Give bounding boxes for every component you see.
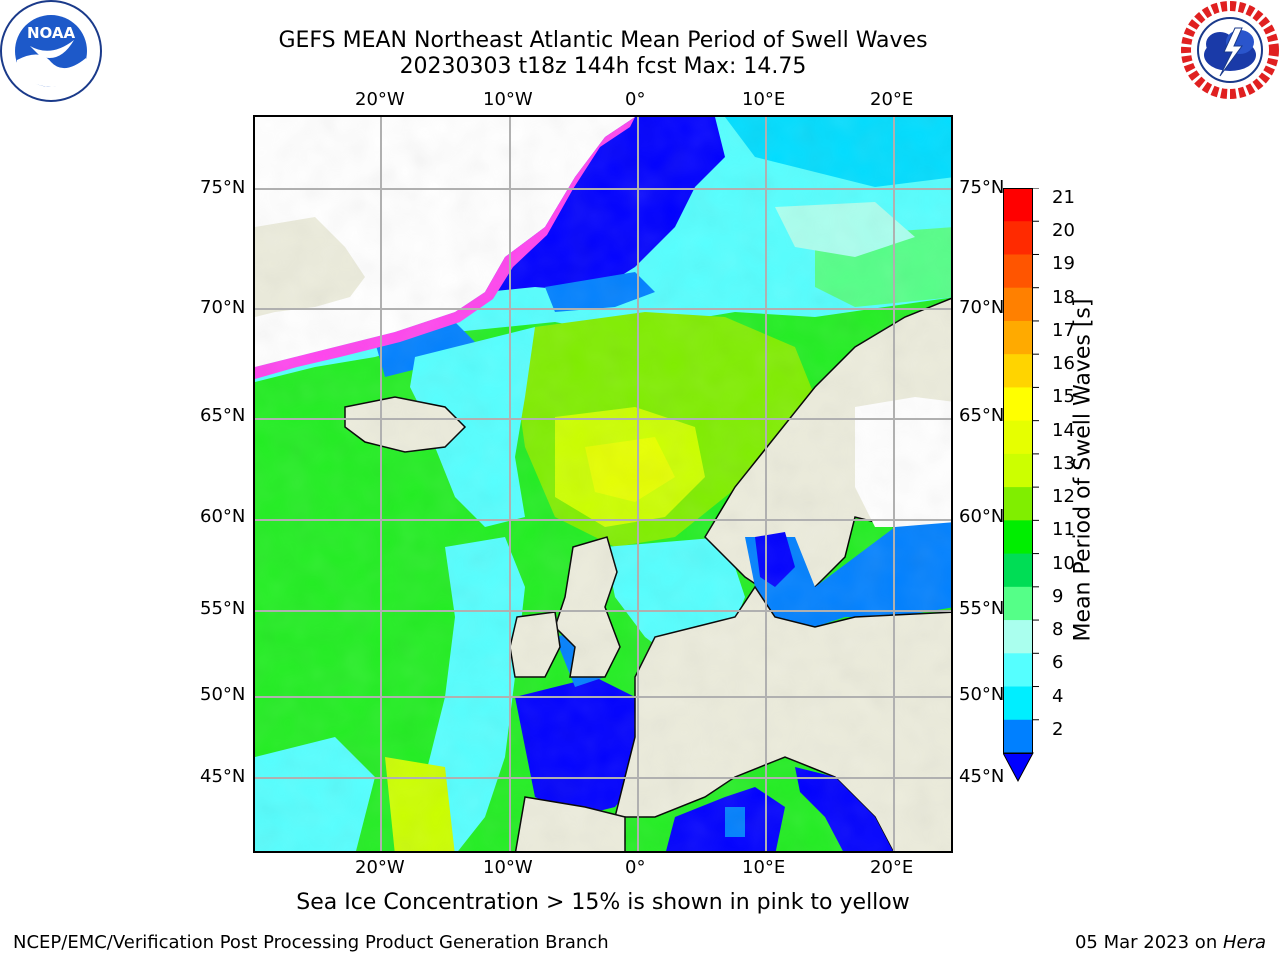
colorbar-band	[1003, 586, 1033, 621]
colorbar-band	[1003, 287, 1033, 322]
lat-label-65n-right: 65°N	[959, 405, 1005, 426]
lat-label-50n-left: 50°N	[200, 684, 246, 705]
colorbar-band	[1003, 686, 1033, 721]
lat-label-70n-left: 70°N	[200, 297, 246, 318]
lat-label-65n-left: 65°N	[200, 405, 246, 426]
nws-logo	[1180, 0, 1280, 100]
lon-label-0-top: 0°	[625, 89, 646, 110]
lon-label-10w-top: 10°W	[483, 89, 533, 110]
colorbar-tick-label: 8	[1052, 619, 1064, 641]
colorbar-tick-label: 16	[1052, 353, 1075, 375]
lat-label-75n-left: 75°N	[200, 177, 246, 198]
lat-label-60n-left: 60°N	[200, 506, 246, 527]
texture-overlay	[255, 117, 951, 851]
colorbar-tick-label: 4	[1052, 685, 1064, 707]
colorbar-band	[1003, 254, 1033, 289]
colorbar-tick-label: 13	[1052, 452, 1075, 474]
colorbar-band	[1003, 487, 1033, 521]
colorbar-tick-label: 11	[1052, 519, 1075, 541]
colorbar-tick-label: 20	[1052, 220, 1075, 242]
lon-label-10w-bottom: 10°W	[483, 857, 533, 878]
footer-host: Hera	[1222, 932, 1266, 953]
colorbar-tick-label: 2	[1052, 718, 1064, 740]
lat-label-55n-right: 55°N	[959, 598, 1005, 619]
footer-date-text: 05 Mar 2023 on	[1074, 932, 1223, 953]
colorbar-band	[1003, 553, 1033, 588]
svg-text:NOAA: NOAA	[27, 24, 76, 42]
lat-label-55n-left: 55°N	[200, 598, 246, 619]
colorbar-tick-label: 12	[1052, 486, 1075, 508]
colorbar-band	[1003, 320, 1033, 355]
lon-label-20e-bottom: 20°E	[870, 857, 914, 878]
lat-label-60n-right: 60°N	[959, 506, 1005, 527]
colorbar-tick-label: 10	[1052, 552, 1075, 574]
colorbar-band	[1003, 420, 1033, 455]
colorbar-tick-label: 19	[1052, 253, 1075, 275]
lat-label-45n-left: 45°N	[200, 766, 246, 787]
map-svg	[255, 117, 951, 851]
colorbar-tick-label: 21	[1052, 187, 1075, 208]
map-panel	[253, 115, 953, 853]
colorbar-outline	[1003, 188, 1033, 754]
colorbar-extension	[1002, 752, 1034, 783]
lon-label-20e-top: 20°E	[870, 89, 914, 110]
lon-label-0-bottom: 0°	[625, 857, 646, 878]
colorbar-band	[1003, 719, 1033, 754]
lat-label-50n-right: 50°N	[959, 684, 1005, 705]
colorbar-band	[1003, 620, 1033, 654]
lon-label-10e-top: 10°E	[742, 89, 786, 110]
colorbar-tick-label: 17	[1052, 319, 1075, 341]
lon-label-20w-top: 20°W	[355, 89, 405, 110]
colorbar-band	[1003, 387, 1033, 422]
colorbar-title: Mean Period of Swell Waves [s]	[1070, 298, 1096, 642]
colorbar	[1002, 187, 1039, 792]
colorbar-band	[1003, 354, 1033, 388]
chart-subtitle: 20230303 t18z 144h fcst Max: 14.75	[399, 54, 807, 79]
footer-branch: NCEP/EMC/Verification Post Processing Pr…	[13, 932, 609, 953]
lat-label-75n-right: 75°N	[959, 177, 1005, 198]
lat-label-70n-right: 70°N	[959, 297, 1005, 318]
colorbar-tick-label: 15	[1052, 386, 1075, 408]
lon-label-20w-bottom: 20°W	[355, 857, 405, 878]
lon-label-10e-bottom: 10°E	[742, 857, 786, 878]
colorbar-svg	[1002, 187, 1039, 783]
lat-label-45n-right: 45°N	[959, 766, 1005, 787]
colorbar-tick-label: 18	[1052, 286, 1075, 308]
graticule	[255, 117, 951, 851]
noaa-logo: NOAA	[0, 0, 102, 102]
colorbar-tick-labels: 21 20 19 18 17 16 15 14 13 12 11 10 9 8 6 4 2	[1034, 178, 1084, 778]
colorbar-tick-label: 9	[1052, 585, 1064, 607]
colorbar-band	[1003, 221, 1033, 255]
footer-date: 05 Mar 2023 on Hera	[1075, 932, 1266, 953]
colorbar-band	[1003, 188, 1033, 222]
sea-ice-caption: Sea Ice Concentration > 15% is shown in …	[296, 890, 910, 915]
colorbar-band	[1003, 653, 1033, 688]
chart-title: GEFS MEAN Northeast Atlantic Mean Period…	[278, 28, 928, 53]
colorbar-tick-label: 14	[1052, 419, 1075, 441]
colorbar-tick-label: 6	[1052, 652, 1064, 674]
colorbar-band	[1003, 453, 1033, 488]
colorbar-band	[1003, 520, 1033, 555]
